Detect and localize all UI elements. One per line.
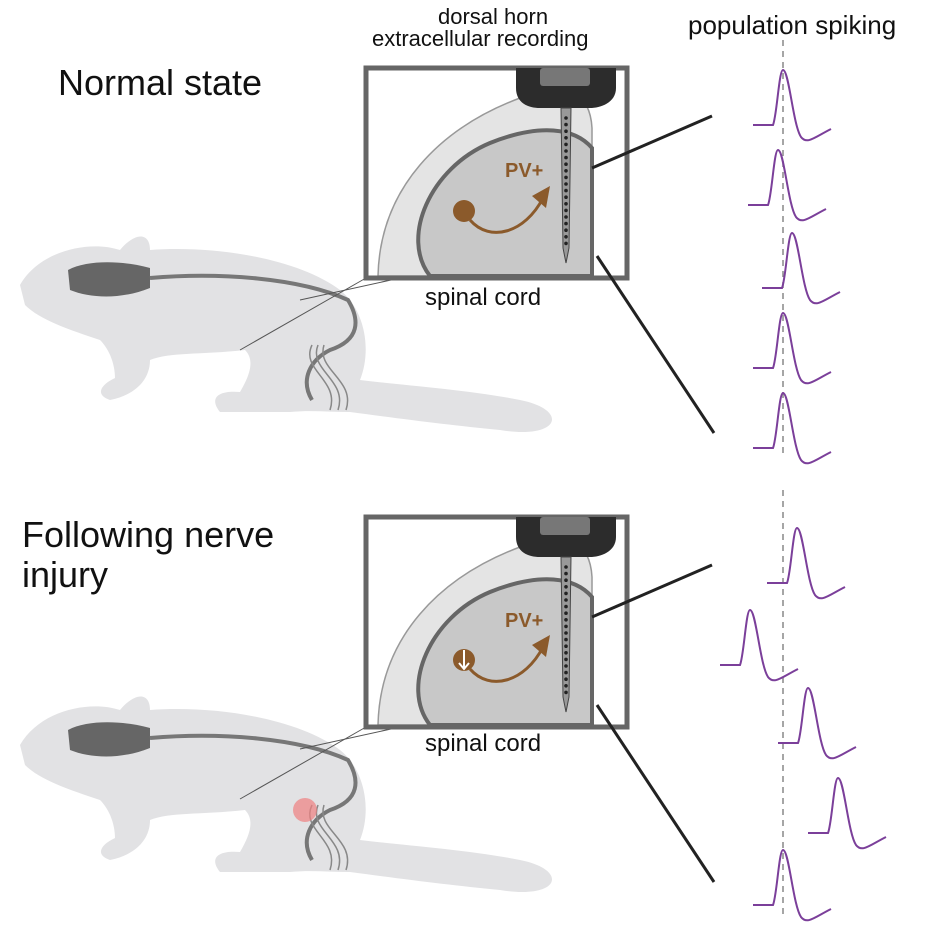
- recording-site: [564, 657, 568, 662]
- recording-site: [564, 129, 568, 133]
- grey-matter: [416, 577, 594, 727]
- recording-label-line2: extracellular recording: [372, 26, 589, 51]
- recording-site: [564, 571, 568, 576]
- pv-axon: [468, 646, 545, 683]
- spike-waveform: [767, 526, 846, 600]
- recording-site: [564, 631, 568, 635]
- recording-site: [564, 624, 568, 629]
- mouse-sciatic-nerve: [309, 344, 349, 411]
- recording-site: [564, 565, 568, 569]
- recording-site: [564, 142, 568, 147]
- recording-site: [564, 690, 568, 695]
- mouse-normal: [20, 236, 553, 433]
- recording-site: [564, 228, 568, 232]
- connector-line-top: [591, 114, 713, 170]
- mouse-injured: [20, 696, 553, 893]
- recording-site: [564, 162, 568, 166]
- mouse-body: [20, 236, 553, 433]
- recording-site: [564, 604, 568, 609]
- spike-waveform: [808, 776, 887, 850]
- recording-site: [564, 215, 568, 219]
- spike-waveform: [748, 148, 827, 222]
- recording-site: [564, 202, 568, 206]
- injury-marker: [293, 798, 317, 822]
- pv-arrow-icon: [532, 635, 550, 657]
- recording-inset-normal: [239, 65, 716, 434]
- normal-state-title: Normal state: [58, 62, 263, 103]
- recording-site: [564, 578, 568, 582]
- zoom-line: [299, 726, 401, 750]
- recording-site: [564, 611, 568, 615]
- connector-line-top: [591, 563, 713, 619]
- pv-arrow-icon: [532, 186, 550, 208]
- recording-site: [564, 208, 568, 213]
- probe-window: [540, 517, 590, 535]
- recording-site: [564, 122, 568, 127]
- recording-site: [564, 684, 568, 688]
- recording-site: [564, 618, 568, 622]
- mouse-body: [20, 696, 553, 893]
- spike-waveform: [753, 391, 832, 465]
- spike-waveform: [753, 848, 832, 922]
- recording-site: [564, 221, 568, 226]
- recording-site: [564, 136, 568, 140]
- recording-site: [564, 195, 568, 199]
- recording-site: [564, 644, 568, 648]
- mouse-spinal-cord: [149, 273, 358, 402]
- spike-waveform: [753, 68, 832, 142]
- probe-window: [540, 68, 590, 86]
- spike-waveform: [753, 311, 832, 385]
- recording-site: [564, 585, 568, 589]
- inset-frame: [363, 65, 630, 281]
- recording-site: [564, 169, 568, 173]
- spinal-cord-label-top: spinal cord: [425, 284, 542, 311]
- recording-site: [564, 241, 568, 246]
- recording-label-line1: dorsal horn: [438, 4, 549, 29]
- recording-site: [564, 591, 568, 596]
- pv-label-bottom: PV+: [505, 610, 544, 632]
- recording-site: [564, 598, 568, 602]
- spinal-cord-label-bottom: spinal cord: [425, 730, 542, 757]
- recording-site: [564, 149, 568, 153]
- recording-site: [564, 677, 568, 681]
- recording-site: [564, 651, 568, 655]
- mouse-brain: [68, 722, 150, 757]
- down-arrow-icon: [458, 650, 470, 671]
- spiking-label: population spiking: [688, 10, 897, 40]
- injury-title-line1: Following nerve: [22, 514, 275, 555]
- pv-axon: [468, 197, 545, 234]
- recording-site: [564, 664, 568, 668]
- recording-site: [564, 155, 568, 160]
- spike-waveform: [720, 608, 799, 682]
- recording-site: [564, 116, 568, 120]
- spike-waveform: [762, 231, 841, 305]
- recording-site: [564, 637, 568, 642]
- pv-label-top: PV+: [505, 160, 544, 182]
- inset-frame: [363, 514, 630, 730]
- mouse-brain: [68, 262, 150, 297]
- recording-inset-injured: [239, 514, 716, 883]
- pv-neuron-soma: [453, 200, 475, 222]
- injury-title-line2: injury: [22, 554, 109, 595]
- zoom-line: [299, 277, 401, 301]
- recording-site: [564, 670, 568, 675]
- connector-line-bottom: [595, 704, 716, 883]
- connector-line-bottom: [595, 255, 716, 434]
- recording-site: [564, 182, 568, 186]
- spike-waveform: [778, 686, 857, 760]
- recording-site: [564, 188, 568, 193]
- grey-matter: [416, 128, 594, 278]
- mouse-spinal-cord: [149, 733, 358, 862]
- recording-site: [564, 235, 568, 239]
- recording-site: [564, 175, 568, 180]
